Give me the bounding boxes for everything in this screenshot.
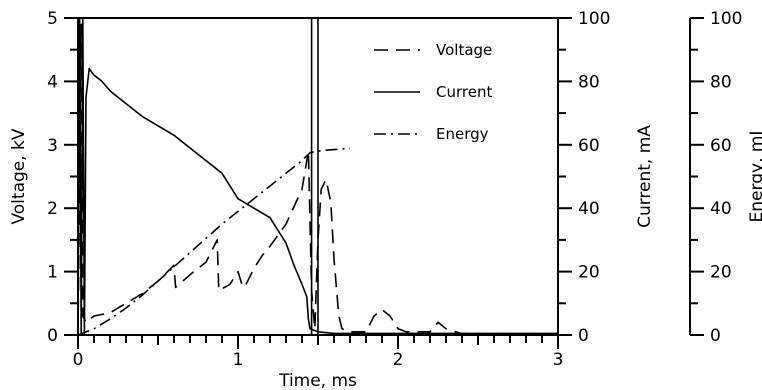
series-current-line bbox=[77, 17, 558, 336]
energy-tick-label: 100 bbox=[710, 9, 742, 29]
x-tick-label: 3 bbox=[553, 350, 564, 370]
energy-tick-label: 0 bbox=[710, 326, 721, 346]
voltage-axis-title: Voltage, kV bbox=[9, 128, 29, 224]
current-tick-label: 100 bbox=[578, 9, 610, 29]
legend-label-current: Current bbox=[436, 83, 492, 101]
x-tick-label: 0 bbox=[73, 350, 84, 370]
energy-axis-title: Energy, mJ bbox=[747, 131, 762, 223]
x-tick-label: 1 bbox=[233, 350, 244, 370]
current-tick-label: 0 bbox=[578, 326, 589, 346]
current-tick-label: 80 bbox=[578, 72, 600, 92]
voltage-tick-label: 5 bbox=[47, 9, 58, 29]
axes-group: 0 1 2 3012345020406080100020406080100Time, … bbox=[9, 9, 762, 390]
legend-label-voltage: Voltage bbox=[436, 41, 492, 59]
voltage-tick-label: 2 bbox=[47, 199, 58, 219]
energy-tick-label: 80 bbox=[710, 72, 732, 92]
current-tick-label: 60 bbox=[578, 136, 600, 156]
voltage-tick-label: 1 bbox=[47, 263, 58, 283]
energy-tick-label: 20 bbox=[710, 263, 732, 283]
series-group bbox=[77, 17, 558, 336]
series-energy-line bbox=[77, 147, 351, 336]
voltage-tick-label: 0 bbox=[47, 326, 58, 346]
energy-tick-label: 60 bbox=[710, 136, 732, 156]
legend: Voltage Current Energy bbox=[374, 41, 492, 143]
current-tick-label: 20 bbox=[578, 263, 600, 283]
x-tick-label: 2 bbox=[393, 350, 404, 370]
current-tick-label: 40 bbox=[578, 199, 600, 219]
current-axis-title: Current, mA bbox=[635, 125, 655, 228]
x-axis-title: Time, ms bbox=[278, 371, 357, 390]
energy-tick-label: 40 bbox=[710, 199, 732, 219]
voltage-tick-label: 4 bbox=[47, 72, 58, 92]
voltage-tick-label: 3 bbox=[47, 136, 58, 156]
legend-label-energy: Energy bbox=[436, 125, 489, 143]
